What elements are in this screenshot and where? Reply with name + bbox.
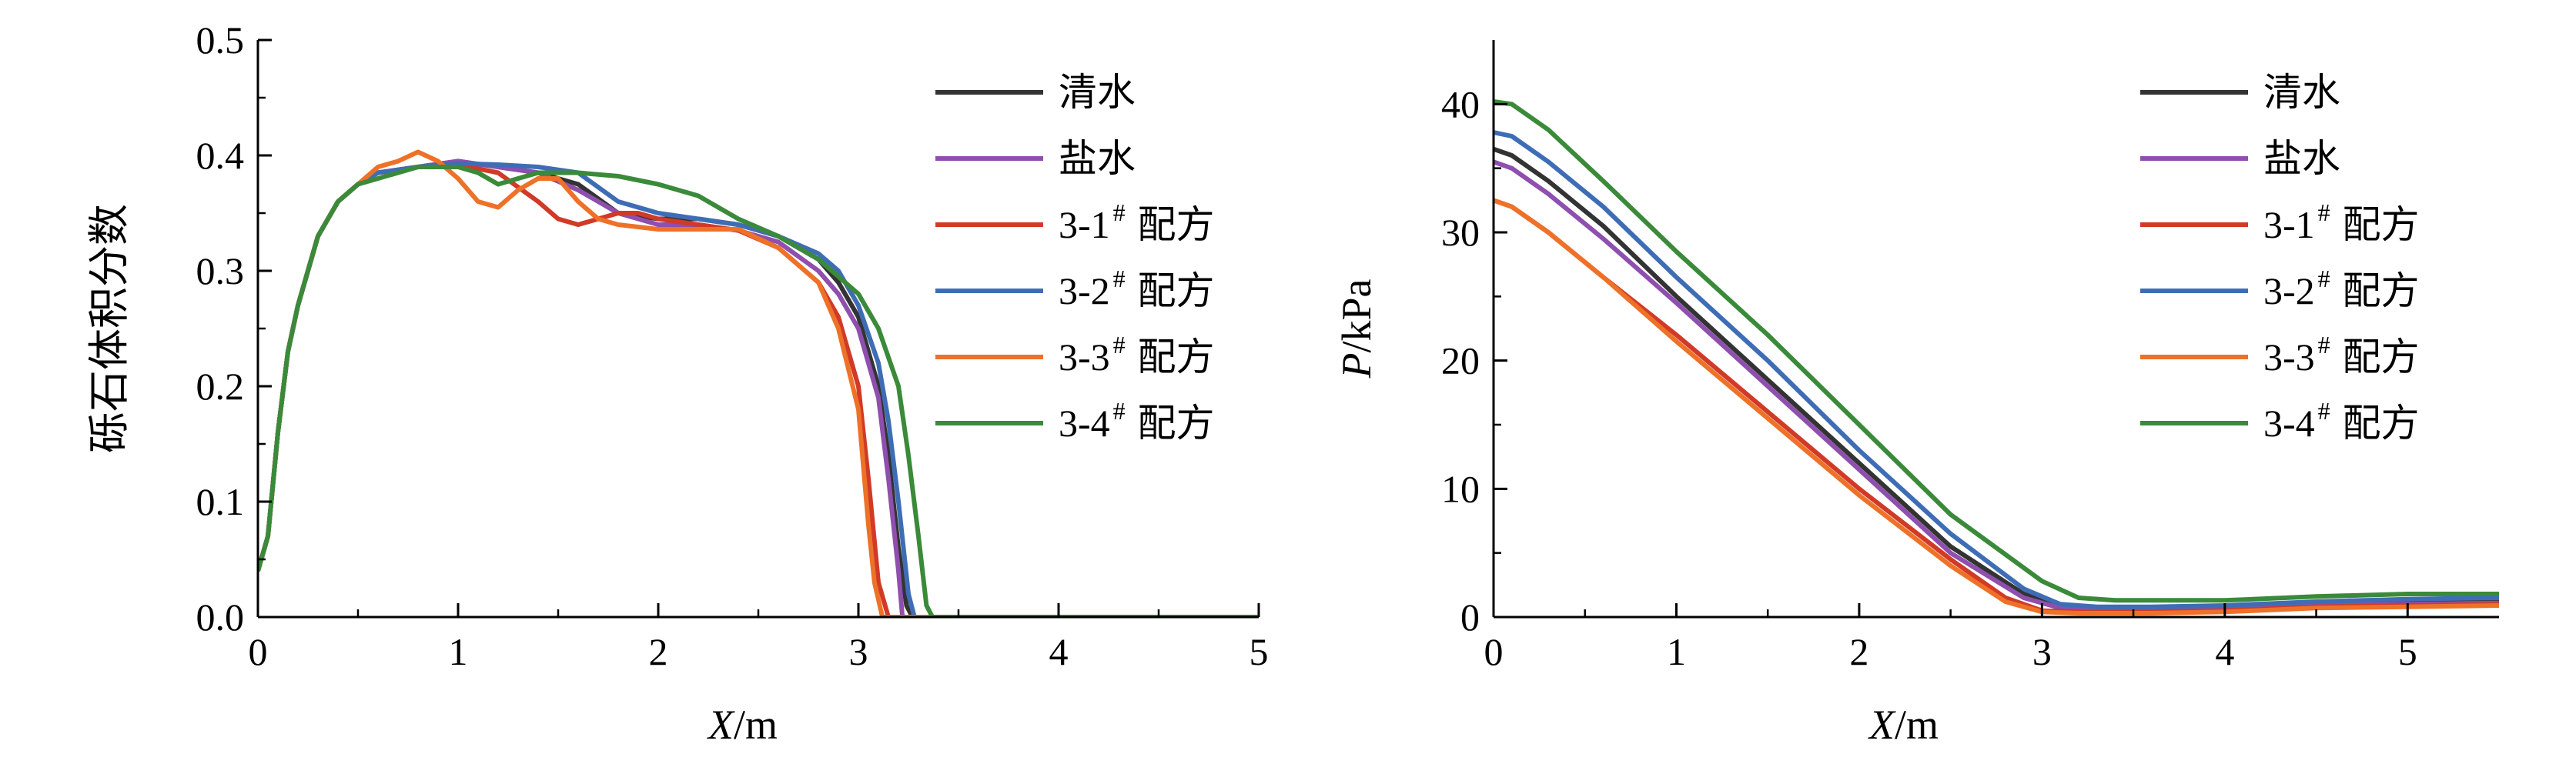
x-tick-label: 1: [449, 630, 468, 673]
y-tick-label: 40: [1441, 82, 1480, 125]
y-tick-label: 0.2: [196, 365, 245, 408]
x-tick-label: 5: [1250, 630, 1269, 673]
legend-label-1: 盐水: [2263, 137, 2340, 180]
y-tick-label: 30: [1441, 211, 1480, 254]
x-tick-label: 1: [1667, 630, 1686, 673]
legend-label-5: 3-4 # 配方: [1059, 397, 1215, 445]
y-tick-label: 10: [1441, 467, 1480, 510]
x-tick-label: 4: [1049, 630, 1069, 673]
x-tick-label: 2: [649, 630, 668, 673]
series-line-5: [1494, 99, 2499, 603]
series-line-5: [258, 165, 1259, 617]
y-tick-label: 0: [1460, 596, 1480, 639]
x-tick-label: 3: [849, 630, 868, 673]
y-axis-title: P/kPa: [1333, 279, 1380, 379]
legend-label-3: 3-2 # 配方: [1059, 265, 1215, 313]
y-tick-label: 0.3: [196, 249, 245, 292]
x-tick-label: 5: [2398, 630, 2417, 673]
y-axis-title: 砾石体积分数: [86, 204, 132, 453]
y-tick-label: 0.0: [196, 596, 245, 639]
y-tick-label: 0.1: [196, 480, 245, 523]
x-tick-label: 4: [2215, 630, 2234, 673]
y-tick-label: 0.4: [196, 134, 245, 177]
x-tick-label: 3: [2032, 630, 2052, 673]
y-tick-label: 0.5: [196, 18, 245, 62]
legend-label-0: 清水: [2263, 71, 2340, 114]
legend-label-5: 3-4 # 配方: [2263, 397, 2420, 445]
x-axis-title: X/m: [1868, 702, 1939, 748]
x-tick-label: 0: [1484, 630, 1504, 673]
legend-label-4: 3-3 # 配方: [2263, 331, 2420, 379]
x-tick-label: 0: [249, 630, 268, 673]
series-line-3: [1494, 130, 2499, 609]
series-line-4: [1494, 198, 2499, 616]
series-lines: [1494, 99, 2499, 616]
x-axis-title: X/m: [707, 702, 778, 748]
legend-label-3: 3-2 # 配方: [2263, 265, 2420, 313]
y-tick-label: 20: [1441, 339, 1480, 382]
legend-label-0: 清水: [1059, 71, 1136, 114]
series-lines: [258, 149, 1259, 617]
x-tick-label: 2: [1849, 630, 1868, 673]
legend-label-1: 盐水: [1059, 137, 1136, 180]
legend-label-4: 3-3 # 配方: [1059, 331, 1215, 379]
legend-label-2: 3-1 # 配方: [1059, 199, 1215, 247]
legend-label-2: 3-1 # 配方: [2263, 199, 2420, 247]
